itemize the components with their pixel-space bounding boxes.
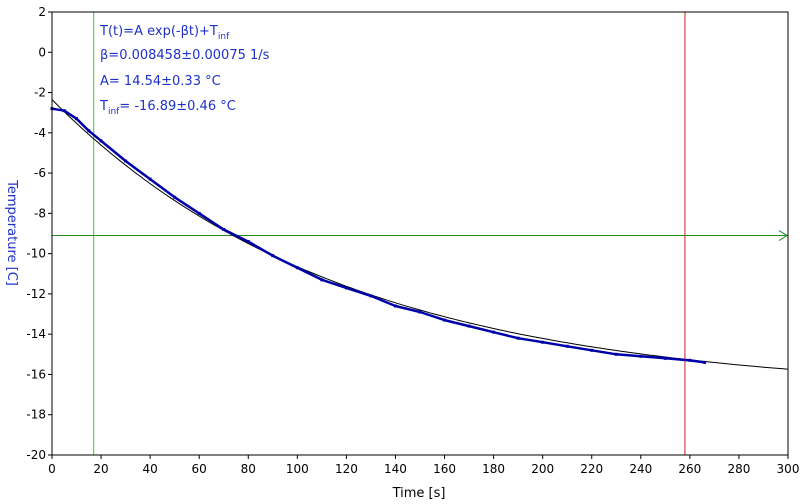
x-tick-label: 240 <box>629 462 652 476</box>
x-tick-label: 280 <box>727 462 750 476</box>
y-axis-label: Temperature [C] <box>4 179 19 286</box>
data-point <box>99 139 103 143</box>
measured-points <box>50 107 707 364</box>
data-point <box>320 278 324 282</box>
x-tick-label: 160 <box>433 462 456 476</box>
x-tick-label: 40 <box>142 462 157 476</box>
data-point <box>124 159 128 163</box>
y-tick-label: -20 <box>26 448 46 462</box>
y-tick-label: -8 <box>34 206 46 220</box>
data-point <box>393 304 397 308</box>
x-tick-label: 120 <box>335 462 358 476</box>
data-point <box>222 227 226 231</box>
data-point <box>418 310 422 314</box>
data-point <box>62 109 66 113</box>
data-point <box>492 330 496 334</box>
data-point <box>565 344 569 348</box>
x-tick-label: 60 <box>192 462 207 476</box>
y-tick-label: -18 <box>26 408 46 422</box>
data-point <box>639 354 643 358</box>
y-tick-label: 0 <box>38 45 46 59</box>
data-point <box>246 240 250 244</box>
data-point <box>75 117 79 121</box>
x-axis-ticks: 0 20 40 60 80 100 120 140 160 180 200 220 240 260 280 3… <box>48 455 799 476</box>
y-tick-label: 2 <box>38 5 46 19</box>
data-point <box>516 336 520 340</box>
data-point <box>590 348 594 352</box>
measured-series-line <box>51 107 705 364</box>
x-tick-label: 260 <box>678 462 701 476</box>
fit-t-inf: Tinf= -16.89±0.46 °C <box>99 99 236 117</box>
data-point <box>467 324 471 328</box>
y-tick-label: -10 <box>26 247 46 261</box>
data-point <box>271 254 275 258</box>
fit-beta: β=0.008458±0.00075 1/s <box>100 48 270 63</box>
data-point <box>173 195 177 199</box>
x-tick-label: 220 <box>580 462 603 476</box>
data-point <box>663 356 667 360</box>
plot-frame <box>51 11 789 456</box>
data-point <box>148 177 152 181</box>
data-point <box>614 352 618 356</box>
x-tick-label: 200 <box>531 462 554 476</box>
fit-curve-series <box>51 99 789 370</box>
data-point <box>369 294 373 298</box>
y-tick-label: -6 <box>34 166 46 180</box>
x-tick-label: 20 <box>93 462 108 476</box>
x-tick-label: 180 <box>482 462 505 476</box>
y-axis-ticks: 2 0 -2 -4 -6 -8 -10 -12 -14 -16 -18 -20 <box>26 5 52 462</box>
data-point <box>443 318 447 322</box>
x-axis-label: Time [s] <box>392 486 446 501</box>
x-tick-label: 100 <box>286 462 309 476</box>
data-point <box>541 340 545 344</box>
data-point <box>344 286 348 290</box>
x-tick-label: 300 <box>777 462 800 476</box>
data-point <box>197 211 201 215</box>
y-tick-label: -4 <box>34 126 46 140</box>
data-point <box>87 129 91 133</box>
y-tick-label: -2 <box>34 86 46 100</box>
fit-amplitude: A= 14.54±0.33 °C <box>100 74 221 89</box>
x-tick-label: 0 <box>48 462 56 476</box>
data-point <box>688 358 692 362</box>
data-point <box>703 360 707 364</box>
x-tick-label: 80 <box>241 462 256 476</box>
y-tick-label: -12 <box>26 287 46 301</box>
y-tick-label: -14 <box>26 327 46 341</box>
horizontal-marker-arrow <box>778 230 788 241</box>
data-point <box>295 266 299 270</box>
x-tick-label: 140 <box>384 462 407 476</box>
fit-formula: T(t)=A exp(-βt)+Tinf <box>99 24 230 42</box>
y-tick-label: -16 <box>26 367 46 381</box>
